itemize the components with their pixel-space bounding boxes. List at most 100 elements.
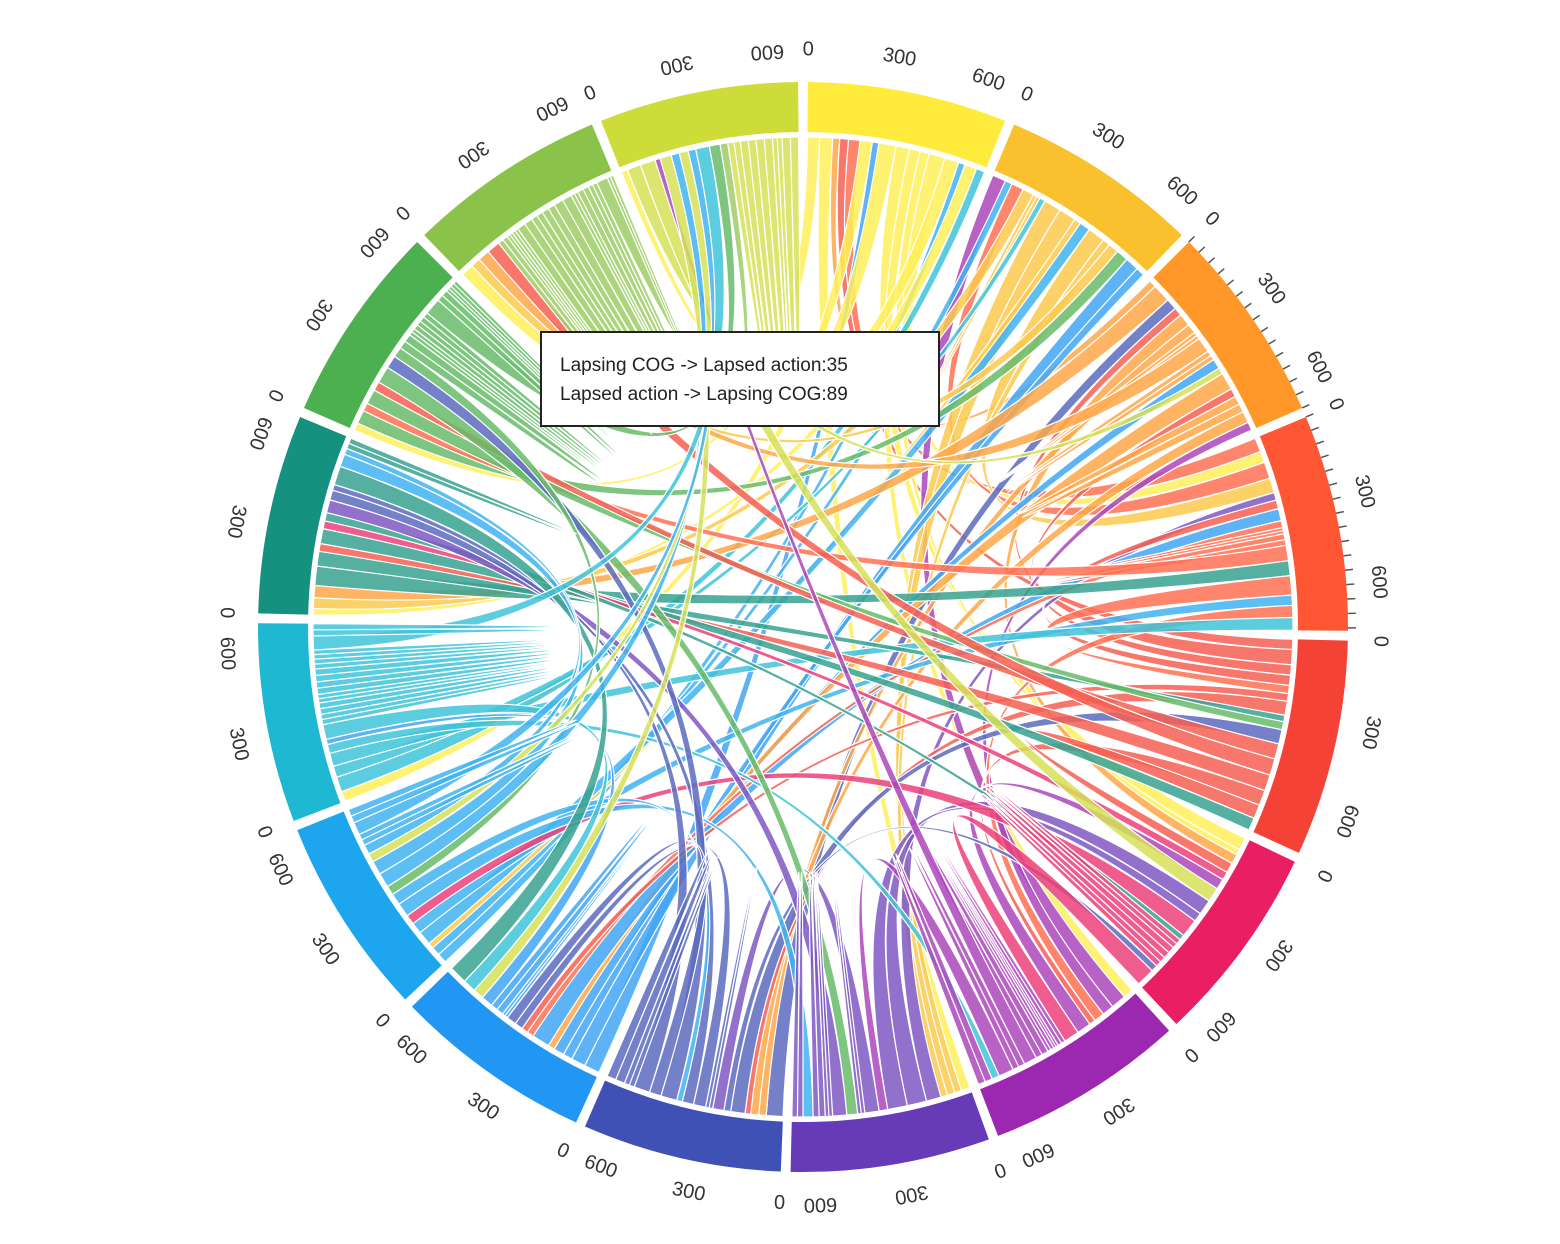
chord-ribbon-59[interactable] (521, 683, 1290, 1034)
chord-ribbon-53[interactable] (362, 402, 1290, 577)
tick-label-13-600: 600 (355, 222, 394, 262)
chord-ribbon-113[interactable] (333, 465, 609, 983)
chord-ribbon-109[interactable] (490, 816, 652, 1015)
group-arc-3[interactable] (1259, 416, 1348, 631)
tick-label-7-0: 0 (991, 1158, 1009, 1182)
tick-label-2-0: 0 (1200, 207, 1223, 230)
chord-ribbon-29[interactable] (356, 250, 1128, 497)
tick-label-9-300: 300 (463, 1088, 503, 1125)
chord-ribbon-32[interactable] (313, 285, 1169, 601)
chord-ribbon-139[interactable] (450, 280, 630, 457)
minor-tick-3-100 (1316, 440, 1325, 445)
group-arc-14[interactable] (424, 124, 612, 272)
chord-ribbon-41[interactable] (626, 163, 1224, 465)
group-arc-1[interactable] (994, 124, 1182, 272)
chord-ribbon-38[interactable] (478, 250, 1209, 471)
tick-label-12-0: 0 (216, 607, 238, 619)
minor-tick-3-550 (1344, 568, 1354, 571)
chord-ribbon-72[interactable] (639, 159, 1219, 902)
chord-ribbon-107[interactable] (606, 851, 713, 1085)
chord-ribbon-86[interactable] (654, 157, 1038, 1065)
chord-ribbon-98[interactable] (791, 871, 804, 1118)
chord-ribbon-90[interactable] (891, 853, 993, 1086)
chord-ribbon-135[interactable] (419, 311, 615, 474)
chord-ribbon-92[interactable] (830, 869, 866, 1115)
tick-label-9-600: 600 (392, 1030, 431, 1069)
group-arc-7[interactable] (790, 1092, 989, 1172)
tick-label-3-300: 300 (1350, 473, 1379, 511)
tick-label-14-600: 600 (532, 91, 572, 125)
group-arc-8[interactable] (585, 1080, 783, 1172)
chord-ribbon-79[interactable] (980, 792, 1166, 967)
group-arc-12[interactable] (258, 416, 347, 615)
tick-label-4-600: 600 (1331, 802, 1363, 841)
chord-ribbon-66[interactable] (318, 542, 1271, 792)
chord-ribbon-5[interactable] (340, 139, 874, 803)
minor-tick-2-600 (1289, 377, 1298, 383)
group-arc-5[interactable] (1142, 840, 1295, 1025)
minor-tick-3-300 (1332, 496, 1341, 500)
minor-tick-3-200 (1325, 468, 1334, 473)
chord-ribbon-110[interactable] (325, 713, 616, 1007)
group-arc-9[interactable] (411, 971, 597, 1123)
minor-tick-3-600 (1346, 583, 1355, 586)
chord-ribbon-21[interactable] (332, 197, 1046, 778)
chord-ribbon-44[interactable] (1019, 395, 1245, 519)
tick-label-7-300: 300 (893, 1180, 930, 1208)
group-arc-13[interactable] (303, 242, 453, 429)
tick-label-9-0: 0 (553, 1139, 572, 1164)
chord-ribbon-120[interactable] (353, 148, 718, 836)
group-arc-6[interactable] (980, 993, 1170, 1136)
minor-tick-3-400 (1338, 525, 1347, 529)
group-arc-11[interactable] (258, 623, 341, 821)
chord-ribbon-39[interactable] (1005, 350, 1215, 493)
chord-ribbon-128[interactable] (312, 638, 560, 660)
tick-label-8-0: 0 (774, 1192, 786, 1214)
chord-ribbon-81[interactable] (952, 814, 1154, 1042)
chord-ribbon-71[interactable] (968, 782, 1224, 1034)
group-arc-15[interactable] (600, 82, 799, 168)
minor-tick-2-100 (1208, 257, 1216, 264)
tick-label-5-300: 300 (1260, 935, 1297, 975)
chord-ribbon-100[interactable] (514, 843, 731, 1108)
chord-ribbon-130[interactable] (312, 623, 559, 637)
minor-tick-2-250 (1235, 290, 1244, 297)
group-arc-2[interactable] (1153, 242, 1303, 429)
chord-ribbon-70[interactable] (322, 520, 1228, 881)
chord-ribbon-97[interactable] (398, 803, 814, 1118)
chord-ribbon-69[interactable] (319, 527, 1255, 831)
minor-tick-2-350 (1252, 314, 1261, 321)
chord-ribbon-119[interactable] (358, 731, 584, 847)
chord-ribbon-121[interactable] (347, 719, 579, 824)
tick-label-15-600: 600 (750, 40, 785, 64)
chord-ribbon-45[interactable] (750, 410, 1249, 1116)
tick-label-8-600: 600 (581, 1150, 620, 1182)
minor-tick-3-0 (1305, 413, 1314, 418)
chord-ribbon-103[interactable] (386, 355, 708, 1102)
chord-ribbon-89[interactable] (326, 719, 1000, 1080)
chord-ribbon-14[interactable] (312, 163, 978, 616)
chord-ribbon-112[interactable] (322, 703, 609, 992)
group-arc-10[interactable] (297, 811, 442, 1000)
tick-label-11-600: 600 (216, 636, 240, 670)
chord-ribbon-99[interactable] (704, 866, 758, 1110)
chord-ribbon-131[interactable] (345, 437, 577, 538)
minor-tick-2-300 (1244, 302, 1252, 309)
chord-ribbon-62[interactable] (366, 389, 1285, 731)
minor-tick-2-150 (1217, 268, 1225, 275)
tooltip-line-2: Lapsed action -> Lapsing COG:89 (560, 384, 848, 405)
tick-label-7-600: 600 (803, 1193, 837, 1216)
group-arc-4[interactable] (1253, 639, 1348, 853)
tick-label-11-0: 0 (252, 823, 277, 841)
chord-ribbon-96[interactable] (808, 871, 826, 1118)
chord-ribbon-27[interactable] (896, 239, 1111, 1098)
chord-ribbon-65[interactable] (487, 242, 1276, 776)
chord-ribbon-10[interactable] (894, 150, 1241, 856)
group-arc-0[interactable] (807, 82, 1006, 168)
chord-ribbon-55[interactable] (1045, 574, 1293, 695)
chord-ribbon-40[interactable] (553, 358, 1220, 1056)
chord-ribbon-129[interactable] (312, 145, 725, 651)
chord-ribbon-87[interactable] (908, 845, 1026, 1071)
chord-ribbon-88[interactable] (858, 857, 1014, 1112)
tick-label-6-600: 600 (1018, 1138, 1057, 1172)
